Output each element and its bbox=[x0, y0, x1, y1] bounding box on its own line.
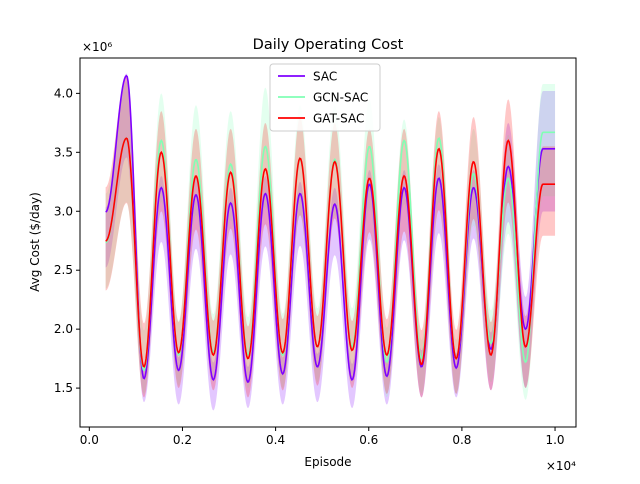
y-axis: 1.5 2.0 2.5 3.0 3.5 4.0 bbox=[54, 86, 80, 395]
chart-title: Daily Operating Cost bbox=[253, 37, 404, 53]
line-gat-sac bbox=[105, 137, 556, 368]
y-axis-multiplier: ×10⁶ bbox=[82, 40, 112, 54]
x-axis-label: Episode bbox=[304, 455, 351, 469]
legend-label-gat-sac: GAT-SAC bbox=[313, 112, 364, 126]
y-tick-label: 1.5 bbox=[54, 381, 73, 395]
x-tick-label: 0.0 bbox=[80, 433, 99, 447]
x-axis: 0.0 0.2 0.4 0.6 0.8 1.0 bbox=[80, 427, 565, 447]
y-tick-label: 3.5 bbox=[54, 145, 73, 159]
x-axis-multiplier: ×10⁴ bbox=[546, 459, 576, 473]
x-tick-label: 0.6 bbox=[359, 433, 378, 447]
y-tick-label: 2.5 bbox=[54, 263, 73, 277]
plot-frame bbox=[79, 57, 577, 428]
legend-label-sac: SAC bbox=[313, 70, 337, 84]
y-tick-label: 3.0 bbox=[54, 204, 73, 218]
legend-label-gcn-sac: GCN-SAC bbox=[313, 91, 368, 105]
series-lines bbox=[105, 74, 556, 383]
y-axis-label: Avg Cost ($/day) bbox=[28, 192, 42, 292]
y-tick-label: 2.0 bbox=[54, 322, 73, 336]
legend-box bbox=[269, 63, 381, 132]
x-tick-label: 1.0 bbox=[545, 433, 564, 447]
y-tick-label: 4.0 bbox=[54, 86, 73, 100]
x-tick-label: 0.8 bbox=[452, 433, 471, 447]
x-tick-label: 0.2 bbox=[173, 433, 192, 447]
band-sac bbox=[105, 73, 556, 411]
legend: SAC GCN-SAC GAT-SAC bbox=[269, 63, 381, 132]
x-tick-label: 0.4 bbox=[266, 433, 285, 447]
